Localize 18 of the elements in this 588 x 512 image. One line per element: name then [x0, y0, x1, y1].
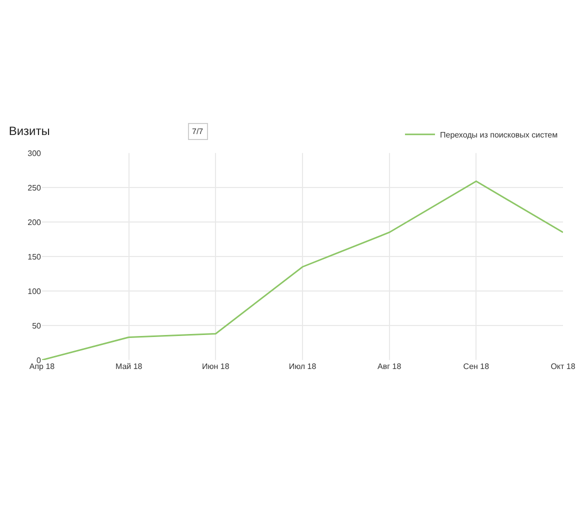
- x-tick-label: Апр 18: [29, 362, 56, 371]
- x-tick-label: Июн 18: [202, 362, 230, 371]
- y-tick-label: 200: [28, 218, 42, 227]
- legend-label: Переходы из поисковых систем: [440, 130, 558, 140]
- y-tick-label: 150: [28, 252, 42, 262]
- line-series: [42, 180, 563, 360]
- y-tick-label: 250: [28, 183, 42, 192]
- x-tick-label: Июл 18: [288, 362, 317, 371]
- chart-title: Визиты: [8, 124, 50, 138]
- x-tick-label: Май 18: [115, 362, 143, 371]
- y-tick-label: 0: [36, 356, 42, 365]
- y-tick-label: 100: [28, 286, 42, 296]
- text: 7/7: [192, 127, 204, 136]
- x-tick-label: Окт 18: [550, 362, 576, 371]
- y-tick-label: 300: [28, 148, 42, 158]
- x-tick-label: Авг 18: [378, 362, 402, 371]
- y-tick-label: 50: [32, 321, 42, 330]
- x-tick-label: Сен 18: [463, 362, 490, 371]
